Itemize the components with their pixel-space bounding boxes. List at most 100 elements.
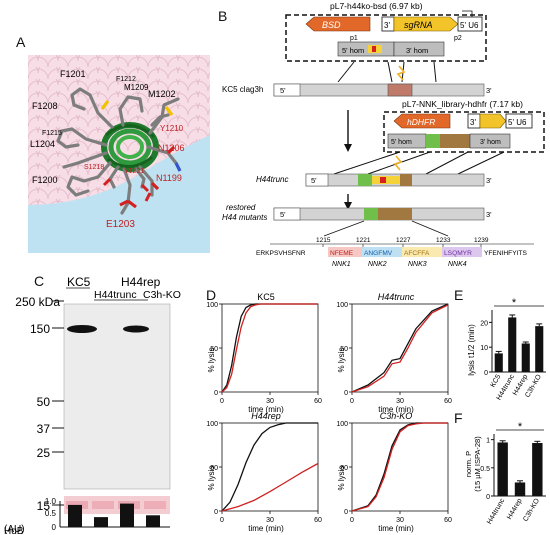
d-xtick-label: 60 [444, 398, 452, 405]
nnk3-box [402, 247, 442, 257]
d-ylabel-2: % lysis [337, 348, 346, 373]
d-ytick-label: 50 [210, 465, 218, 472]
blot-membrane [63, 303, 171, 490]
primer-p2: p2 [454, 35, 462, 42]
plasmid1-u6-label: 5' U6 [460, 21, 479, 30]
plasmid2-hom5-label: 5' hom [391, 139, 412, 146]
d-ytick-label: 0 [344, 390, 348, 397]
d-curve-3-0 [351, 422, 448, 512]
d-xlabel-4: time (min) [378, 524, 414, 533]
tick-1227: 1227 [396, 237, 411, 244]
plasmid1-label: pL7-h44ko-bsd (6.97 kb) [330, 1, 423, 11]
hgb-bar-H44rep [120, 503, 134, 527]
e-bar-C3h-KO [535, 326, 544, 372]
marker-15: 15 [37, 499, 51, 513]
helix-ribbon [101, 122, 159, 172]
d-xtick-label: 30 [396, 398, 404, 405]
marker-25: 25 [37, 446, 51, 460]
res-S1218: S1218 [84, 164, 104, 171]
hdhfr-label: hDHFR [407, 117, 435, 127]
seq-nnk1: NFEME [330, 250, 354, 257]
bsd-cassette [305, 16, 371, 32]
d-curve-3-1 [351, 422, 448, 512]
hgb-bar-H44trunc [94, 517, 108, 527]
nnk1-box [328, 247, 362, 257]
hom3-box [393, 41, 445, 57]
d-ytick-label: 0 [214, 390, 218, 397]
lane-h44rep: H44rep [121, 275, 161, 289]
plasmid2-outline [383, 111, 545, 153]
panel-label-b: B [218, 8, 228, 24]
d-title-h44rep: H44rep [251, 411, 281, 421]
d-xtick-label: 0 [220, 517, 224, 524]
hom5-label: 5' hom [342, 46, 364, 55]
seq-nnk2: ANGFMV [364, 250, 393, 257]
nnk3-label: NNK3 [408, 261, 427, 268]
d-ylabel-4: % lysis [337, 466, 346, 491]
d-curve-2-1 [221, 462, 319, 512]
hgb-tick-1: 1.0 [45, 497, 57, 506]
d-xtick-label: 0 [220, 398, 224, 405]
d-xtick-label: 0 [350, 517, 354, 524]
h44trunc-3p: 3' [486, 176, 492, 185]
e-bar-H44rep [521, 343, 530, 372]
e-bar-KC5 [494, 353, 503, 372]
d-xtick-label: 0 [350, 398, 354, 405]
d-curve-0-1 [221, 303, 318, 393]
arrow-down-2 [344, 202, 352, 210]
seq-nnk4: LSQMYR [444, 250, 472, 257]
kc5-locus-label: KC5 clag3h [222, 85, 263, 94]
tick-1233: 1233 [436, 237, 451, 244]
kc5-target-region [387, 83, 413, 97]
f-category-label: H44trunc [486, 497, 507, 526]
f-category-label: H44rep [506, 497, 524, 520]
d-ytick-label: 100 [206, 302, 218, 309]
seq-suffix: YFENIHFYITS [484, 250, 527, 257]
hgb-label: HgB [4, 526, 24, 534]
f-category-label: C3h-KO [522, 497, 541, 523]
h44trunc-locus-label: H44trunc [256, 175, 288, 184]
bsd-label: BSD [322, 20, 341, 30]
plasmid2-u6-label: 5' U6 [508, 118, 527, 127]
cas9-cut-icon [396, 65, 406, 81]
restored-label-2: H44 mutants [222, 213, 267, 222]
tick-1239: 1239 [474, 237, 489, 244]
e-ylabel: lysis t1/2 (min) [467, 324, 476, 376]
hdhfr-cassette [393, 113, 451, 129]
band-kc5 [67, 325, 97, 333]
nnk2-box [362, 247, 402, 257]
hom3-label: 3' hom [406, 46, 428, 55]
sgrna-cassette [393, 16, 459, 32]
d-plot-frame-2 [221, 422, 319, 512]
d-curve-1-0 [351, 303, 449, 393]
marker-250: 250 kDa [15, 295, 60, 309]
band-h44rep [123, 325, 149, 333]
tick-1221: 1221 [356, 237, 371, 244]
panel-label-d: D [206, 287, 217, 303]
d-xtick-label: 30 [396, 517, 404, 524]
panel-label-e: E [454, 287, 464, 303]
nnk1-label: NNK1 [332, 261, 351, 268]
plasmid2-hom3-label: 3' hom [480, 139, 501, 146]
nnk4-box [442, 247, 482, 257]
d-ytick-label: 50 [210, 346, 218, 353]
e-ytick-label: 20 [480, 320, 488, 327]
arrow-down-1 [344, 144, 352, 152]
f-ytick-label: 1 [486, 438, 490, 445]
res-F1200: F1200 [32, 175, 58, 185]
f-bar-C3h-KO [532, 443, 543, 496]
d-xtick-label: 60 [444, 517, 452, 524]
hgb-bar-C3h-KO [146, 515, 160, 527]
marker-50: 50 [37, 395, 51, 409]
primer-p1: p1 [350, 35, 358, 42]
d-ylabel-1: % lysis [207, 348, 216, 373]
res-Y1210: Y1210 [160, 124, 184, 133]
res-Y1221: Y1221 [124, 168, 144, 175]
nnk2-label: NNK2 [368, 261, 387, 268]
d-ytick-label: 100 [206, 421, 218, 428]
lane-kc5: KC5 [67, 275, 91, 289]
plasmid2-label: pL7-NNK_library-hdhfr (7.17 kb) [402, 99, 523, 109]
d-ytick-label: 0 [214, 509, 218, 516]
d-ytick-label: 50 [340, 465, 348, 472]
d-ylabel-3: % lysis [207, 466, 216, 491]
